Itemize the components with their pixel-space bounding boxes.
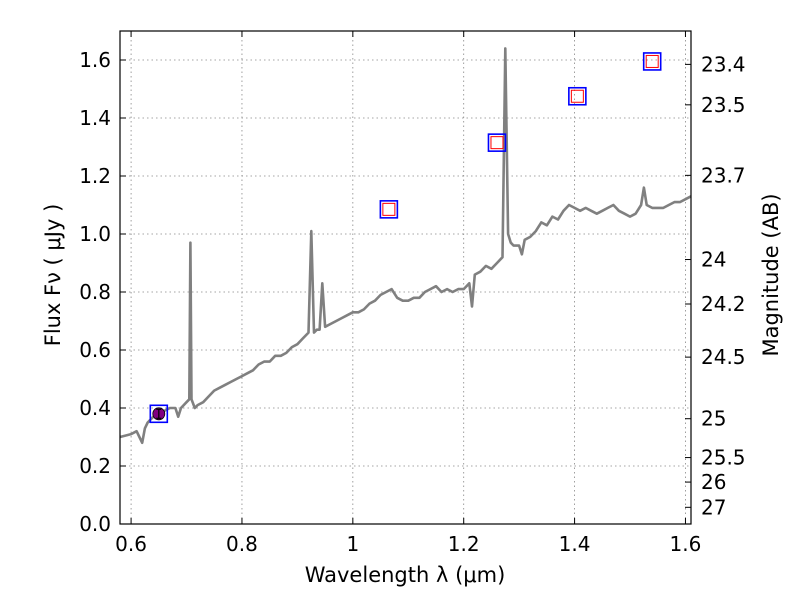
photometry-point [487,133,507,152]
y2-tick-label: 25 [701,407,726,431]
y2-axis-label: Magnitude (AB) [759,193,783,356]
x-tick-label: 0.8 [226,532,258,556]
photometry-point [642,52,662,71]
photometry-inner-square [490,136,504,150]
photometry-outer-square [149,404,169,424]
y2-tick-label: 24.5 [701,345,746,369]
y-tick-label: 1.4 [79,106,111,130]
photometry-point [379,200,399,219]
photometry-markers [149,52,662,424]
y2-tick-label: 23.7 [701,163,746,187]
y2-tick-label: 26 [701,470,726,494]
photometry-point [568,86,587,106]
x-axis-label: Wavelength λ (μm) [305,563,506,587]
photometry-outer-square [487,133,507,152]
y2-tick-label: 25.5 [701,446,746,470]
y2-tick-label: 23.5 [701,93,746,117]
y-tick-label: 1.6 [79,48,111,72]
y2-tick-label: 23.4 [701,52,746,76]
y-tick-label: 0.4 [79,396,111,420]
grid [120,31,691,525]
y-tick-label: 1.2 [79,164,111,188]
x-axis-ticks: 0.6 0.8 1 1.2 1.4 1.6 [115,31,701,556]
y-tick-label: 0.6 [79,338,111,362]
plot-frame [119,30,692,525]
photometry-outer-square [568,86,587,106]
x-tick-label: 1.6 [670,532,702,556]
photometry-inner-square [645,54,659,68]
y2-tick-label: 27 [701,495,726,519]
y2-tick-label: 24.2 [701,292,746,316]
photometry-point [149,404,169,424]
y-axis-ticks: 0.0 0.2 0.4 0.6 0.8 1.0 1.2 1.4 1.6 [79,48,126,536]
x-tick-label: 1.4 [559,532,591,556]
y-tick-label: 1.0 [79,222,111,246]
y-axis-label: Flux Fν ( μJy ) [41,204,65,347]
y2-tick-label: 24 [701,248,726,272]
x-tick-label: 1.2 [448,532,480,556]
spectrum-line [119,47,692,445]
spectrum-layer [119,47,692,445]
photometry-inner-square [382,202,396,216]
photometry-inner-square [570,89,584,103]
x-tick-label: 0.6 [115,532,147,556]
y-tick-label: 0.2 [79,454,111,478]
x-tick-label: 1 [346,532,359,556]
y-tick-label: 0.0 [79,512,111,536]
photometry-outer-square [379,200,399,219]
photometry-outer-square [642,52,662,71]
y-tick-label: 0.8 [79,280,111,304]
